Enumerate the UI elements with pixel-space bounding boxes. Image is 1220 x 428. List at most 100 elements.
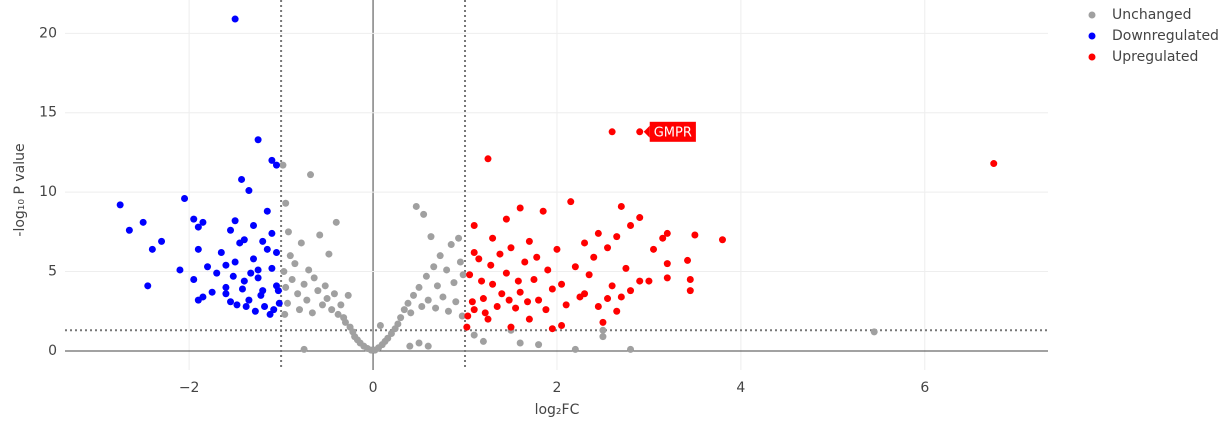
data-point bbox=[498, 290, 506, 298]
data-point bbox=[263, 207, 271, 215]
x-tick-label: 4 bbox=[736, 380, 745, 396]
legend-marker[interactable] bbox=[1088, 32, 1096, 40]
data-point bbox=[282, 283, 290, 291]
data-point bbox=[599, 333, 607, 341]
data-point bbox=[627, 221, 635, 229]
legend-label[interactable]: Unchanged bbox=[1112, 7, 1192, 23]
data-point bbox=[455, 234, 463, 242]
data-point bbox=[608, 128, 616, 136]
data-point bbox=[337, 301, 345, 309]
data-point bbox=[484, 315, 492, 323]
data-point bbox=[599, 326, 607, 334]
data-point bbox=[581, 239, 589, 247]
data-point bbox=[544, 266, 552, 274]
data-point bbox=[231, 217, 239, 225]
data-point bbox=[524, 298, 532, 306]
data-point bbox=[251, 307, 259, 315]
data-point bbox=[266, 310, 274, 318]
data-point bbox=[400, 306, 408, 314]
legend-label[interactable]: Upregulated bbox=[1112, 49, 1198, 65]
data-point bbox=[268, 264, 276, 272]
x-tick-label: 0 bbox=[369, 380, 378, 396]
data-point bbox=[310, 274, 318, 282]
data-point bbox=[254, 266, 262, 274]
data-point bbox=[242, 302, 250, 310]
data-point bbox=[514, 277, 522, 285]
data-point bbox=[533, 253, 541, 261]
data-point bbox=[323, 295, 331, 303]
data-point bbox=[659, 234, 667, 242]
data-point bbox=[332, 218, 340, 226]
data-point bbox=[691, 231, 699, 239]
data-point bbox=[227, 226, 235, 234]
data-point bbox=[507, 323, 515, 331]
data-point bbox=[558, 280, 566, 288]
data-point bbox=[539, 207, 547, 215]
data-point bbox=[222, 283, 230, 291]
data-point bbox=[217, 248, 225, 256]
data-point bbox=[268, 229, 276, 237]
data-point bbox=[341, 318, 349, 326]
data-point bbox=[418, 302, 426, 310]
data-point bbox=[567, 198, 575, 206]
data-point bbox=[604, 295, 612, 303]
data-point bbox=[617, 202, 625, 210]
data-point bbox=[502, 215, 510, 223]
data-point bbox=[334, 310, 342, 318]
legend-marker[interactable] bbox=[1088, 53, 1096, 61]
data-point bbox=[489, 234, 497, 242]
data-point bbox=[222, 261, 230, 269]
data-point bbox=[420, 210, 428, 218]
data-point bbox=[444, 307, 452, 315]
data-point bbox=[190, 275, 198, 283]
data-point bbox=[558, 322, 566, 330]
data-point bbox=[297, 239, 305, 247]
data-point bbox=[479, 295, 487, 303]
data-point bbox=[686, 287, 694, 295]
annotation-label: GMPR bbox=[654, 125, 692, 140]
data-point bbox=[294, 290, 302, 298]
data-point bbox=[238, 285, 246, 293]
data-point bbox=[194, 223, 202, 231]
data-point bbox=[288, 275, 296, 283]
data-point bbox=[305, 266, 313, 274]
data-point bbox=[387, 329, 395, 337]
annotation-arrow bbox=[643, 125, 650, 138]
data-point bbox=[250, 221, 258, 229]
data-point bbox=[535, 296, 543, 304]
data-point bbox=[502, 269, 510, 277]
legend-label[interactable]: Downregulated bbox=[1112, 28, 1219, 44]
data-point bbox=[240, 277, 248, 285]
data-point bbox=[279, 161, 287, 169]
data-point bbox=[307, 171, 315, 179]
data-point bbox=[496, 250, 504, 258]
data-point bbox=[263, 245, 271, 253]
data-point bbox=[376, 322, 384, 330]
data-point bbox=[636, 277, 644, 285]
data-point bbox=[116, 201, 124, 209]
data-point bbox=[412, 202, 420, 210]
data-point bbox=[548, 325, 556, 333]
data-point bbox=[308, 309, 316, 317]
data-point bbox=[542, 306, 550, 314]
data-point bbox=[436, 252, 444, 260]
data-point bbox=[613, 307, 621, 315]
data-point bbox=[318, 301, 326, 309]
legend-marker[interactable] bbox=[1088, 11, 1096, 19]
data-point bbox=[316, 231, 324, 239]
data-point bbox=[447, 241, 455, 249]
data-point bbox=[663, 260, 671, 268]
data-point bbox=[190, 215, 198, 223]
data-point bbox=[231, 15, 239, 23]
data-point bbox=[663, 229, 671, 237]
data-point bbox=[590, 253, 598, 261]
data-point bbox=[321, 282, 329, 290]
data-point bbox=[562, 301, 570, 309]
data-point bbox=[125, 226, 133, 234]
data-point bbox=[571, 345, 579, 353]
data-point bbox=[608, 282, 616, 290]
data-point bbox=[535, 341, 543, 349]
data-point bbox=[470, 306, 478, 314]
data-point bbox=[450, 279, 458, 287]
